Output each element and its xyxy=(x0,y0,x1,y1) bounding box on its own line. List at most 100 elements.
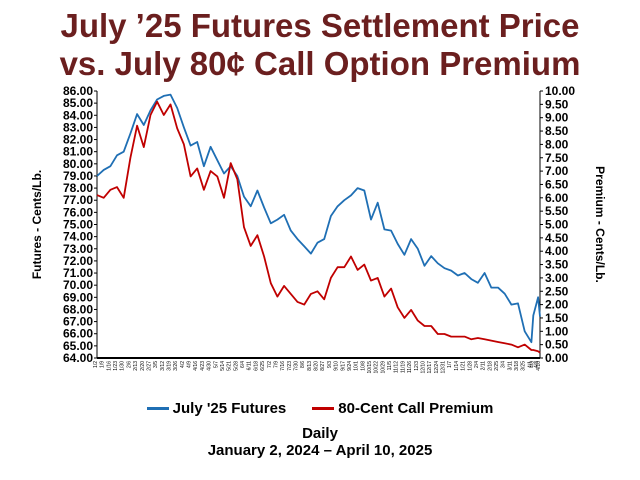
x-tick-label: 10/29 xyxy=(380,361,386,374)
x-tick-label: 1/30 xyxy=(120,361,126,371)
y2-tick-label: 4.50 xyxy=(545,231,569,245)
y2-tick-label: 7.00 xyxy=(545,164,569,178)
chart-title-line1: July ’25 Futures Settlement Price xyxy=(60,7,580,44)
x-tick-label: 5/21 xyxy=(227,361,233,371)
y2-tick-label: 8.50 xyxy=(545,124,569,138)
x-tick-label: 4/8 xyxy=(534,361,540,368)
x-tick-label: 9/10 xyxy=(334,361,340,371)
y2-tick-label: 2.00 xyxy=(545,298,569,312)
chart-series-lines xyxy=(96,93,541,354)
y2-tick-label: 4.00 xyxy=(545,244,569,258)
y-tick-label: 65.00 xyxy=(63,339,93,353)
x-tick-label: 4/2 xyxy=(180,361,186,368)
y-tick-label: 82.00 xyxy=(63,133,93,147)
y-tick-label: 74.00 xyxy=(63,230,93,244)
y-tick-label: 81.00 xyxy=(63,145,93,159)
series-line-premium xyxy=(96,100,541,354)
x-tick-label: 1/21 xyxy=(461,361,467,371)
y2-tick-label: 0.50 xyxy=(545,338,569,352)
x-tick-label: 2/13 xyxy=(133,361,139,371)
y2-tick-label: 10.00 xyxy=(545,84,575,98)
y-tick-label: 79.00 xyxy=(63,169,93,183)
y2-tick-label: 3.50 xyxy=(545,258,569,272)
y-tick-label: 69.00 xyxy=(63,290,93,304)
x-tick-label: 3/11 xyxy=(507,361,513,371)
x-tick-label: 1/16 xyxy=(106,361,112,371)
x-tick-label: 3/19 xyxy=(167,361,173,371)
y-tick-label: 76.00 xyxy=(63,205,93,219)
x-tick-label: 7/30 xyxy=(293,361,299,371)
x-tick-label: 4/23 xyxy=(200,361,206,371)
y-tick-label: 66.00 xyxy=(63,327,93,341)
x-tick-label: 2/6 xyxy=(126,361,132,368)
x-tick-label: 5/28 xyxy=(233,361,239,371)
x-tick-label: 1/14 xyxy=(454,361,460,371)
y-tick-label: 75.00 xyxy=(63,218,93,232)
y-tick-label: 73.00 xyxy=(63,242,93,256)
x-tick-label: 11/12 xyxy=(394,361,400,373)
x-tick-label: 12/17 xyxy=(427,361,433,374)
y-tick-label: 70.00 xyxy=(63,278,93,292)
x-tick-label: 3/5 xyxy=(153,361,159,368)
x-tick-label: 3/26 xyxy=(173,361,179,371)
x-tick-label: 11/19 xyxy=(400,361,406,373)
y-tick-label: 78.00 xyxy=(63,181,93,195)
x-tick-label: 8/6 xyxy=(300,361,306,368)
x-tick-label: 11/5 xyxy=(387,361,393,371)
legend-swatch-premium xyxy=(312,407,335,410)
x-tick-label: 10/15 xyxy=(367,361,373,374)
x-tick-label: 10/1 xyxy=(354,361,360,371)
y2-tick-label: 8.00 xyxy=(545,137,569,151)
x-tick-label: 12/3 xyxy=(414,361,420,371)
y-axis-title: Futures - Cents/Lb. xyxy=(30,170,44,279)
x-tick-label: 10/22 xyxy=(374,361,380,374)
y-tick-label: 64.00 xyxy=(63,351,93,365)
y2-tick-label: 3.00 xyxy=(545,271,569,285)
x-tick-label: 1/2 xyxy=(93,361,99,368)
y-tick-label: 83.00 xyxy=(63,120,93,134)
y-tick-label: 85.00 xyxy=(63,96,93,110)
y2-tick-label: 2.50 xyxy=(545,284,569,298)
x-tick-label: 2/25 xyxy=(494,361,500,371)
y2-tick-label: 5.00 xyxy=(545,218,569,232)
y2-tick-label: 6.50 xyxy=(545,177,569,191)
x-tick-label: 2/18 xyxy=(487,361,493,371)
y-tick-label: 86.00 xyxy=(63,84,93,98)
x-tick-label: 7/2 xyxy=(267,361,273,368)
x-tick-label: 8/13 xyxy=(307,361,313,371)
x-tick-label: 4/16 xyxy=(193,361,199,371)
chart-legend: July '25 Futures 80-Cent Call Premium xyxy=(0,400,640,417)
x-tick-label: 5/7 xyxy=(213,361,219,368)
x-tick-label: 7/16 xyxy=(280,361,286,371)
x-tick-label: 1/9 xyxy=(100,361,106,368)
y2-tick-label: 6.00 xyxy=(545,191,569,205)
x-axis-title: Daily xyxy=(302,425,338,442)
y-tick-label: 67.00 xyxy=(63,315,93,329)
y2-tick-label: 7.50 xyxy=(545,151,569,165)
x-tick-label: 2/4 xyxy=(474,361,480,368)
x-tick-label: 9/24 xyxy=(347,361,353,371)
legend-label-futures: July '25 Futures xyxy=(172,400,287,417)
x-tick-label: 6/25 xyxy=(260,361,266,371)
x-tick-label: 3/18 xyxy=(514,361,520,371)
legend-swatch-futures xyxy=(146,407,169,410)
legend-item-premium: 80-Cent Call Premium xyxy=(312,400,493,417)
x-tick-label: 2/11 xyxy=(481,361,487,371)
x-tick-label: 1/23 xyxy=(113,361,119,371)
y-tick-label: 68.00 xyxy=(63,302,93,316)
x-tick-label: 4/1 xyxy=(527,361,533,368)
x-tick-label: 7/23 xyxy=(287,361,293,371)
x-tick-label: 4/10 xyxy=(536,361,542,371)
x-tick-label: 6/18 xyxy=(253,361,259,371)
x-tick-label: 9/17 xyxy=(340,361,346,371)
x-tick-label: 2/27 xyxy=(146,361,152,371)
x-tick-label: 12/31 xyxy=(441,361,447,374)
x-tick-label: 12/10 xyxy=(420,361,426,374)
x-tick-label: 11/26 xyxy=(407,361,413,373)
x-tick-label: 10/8 xyxy=(360,361,366,371)
series-line-futures xyxy=(96,93,541,344)
x-tick-label: 6/11 xyxy=(247,361,253,371)
x-tick-label: 6/4 xyxy=(240,361,246,368)
legend-item-futures: July '25 Futures xyxy=(146,400,287,417)
x-tick-label: 4/30 xyxy=(207,361,213,371)
